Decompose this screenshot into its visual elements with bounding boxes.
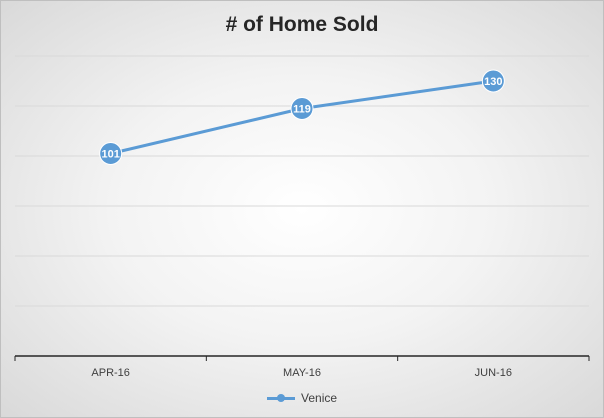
- x-tick-label: APR-16: [91, 367, 130, 379]
- data-point: [290, 97, 314, 120]
- legend-label-venice: Venice: [301, 391, 338, 405]
- x-tick-label: JUN-16: [475, 367, 512, 379]
- data-label: 101: [101, 149, 119, 161]
- data-point: [99, 142, 123, 165]
- chart-title: # of Home Sold: [225, 13, 379, 36]
- data-label: 119: [293, 104, 311, 116]
- x-tick-label: MAY-16: [283, 367, 321, 379]
- data-point: [481, 69, 505, 93]
- legend-marker: [267, 392, 295, 404]
- legend: Venice: [263, 386, 341, 410]
- data-label: 130: [484, 76, 502, 88]
